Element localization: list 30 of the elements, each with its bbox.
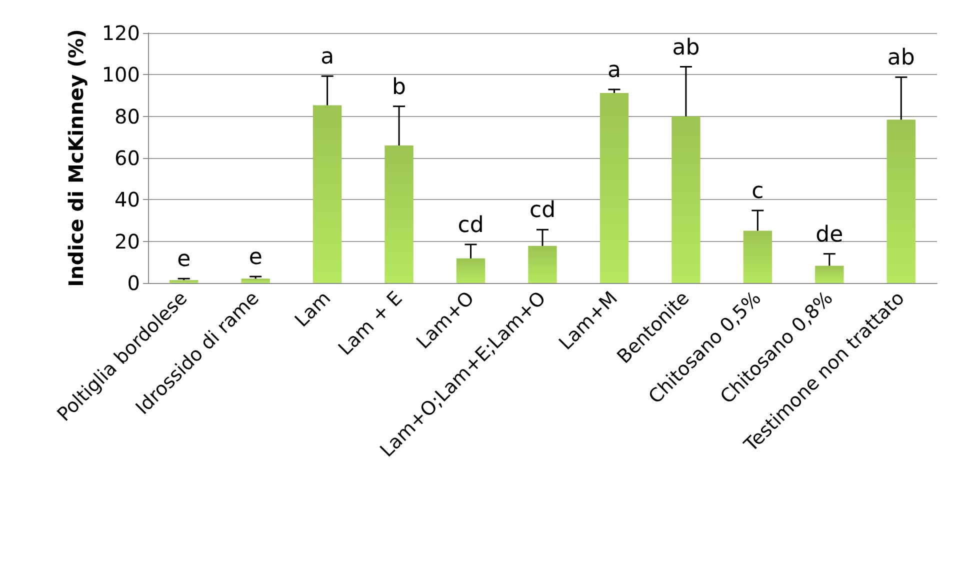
bar: [886, 120, 916, 283]
bar: [815, 266, 844, 283]
bar: [600, 93, 629, 283]
annotation: b: [392, 74, 406, 100]
annotation: c: [752, 179, 764, 204]
y-tick-label: 0: [127, 271, 140, 295]
y-axis-title: Indice di McKinney (%): [64, 29, 88, 287]
bar: [528, 246, 557, 283]
bar: [672, 116, 700, 283]
bar: [743, 230, 772, 283]
annotation: ab: [672, 35, 700, 60]
annotation: cd: [458, 212, 484, 238]
annotation: de: [816, 222, 844, 248]
y-tick-label: 60: [114, 146, 140, 170]
annotation: e: [248, 245, 262, 270]
annotation: a: [607, 58, 621, 83]
y-tick-label: 20: [114, 229, 140, 254]
bar: [170, 280, 198, 283]
bar: [241, 278, 270, 283]
bar: [312, 105, 342, 283]
annotation: cd: [529, 198, 556, 224]
annotation: e: [177, 247, 191, 272]
y-tick-label: 120: [102, 21, 140, 45]
annotation: ab: [887, 46, 915, 71]
y-tick-label: 40: [114, 188, 140, 212]
bar: [384, 146, 414, 283]
bar: [456, 258, 486, 283]
annotation: a: [320, 44, 334, 70]
y-tick-label: 80: [114, 104, 140, 128]
y-tick-label: 100: [102, 62, 140, 87]
